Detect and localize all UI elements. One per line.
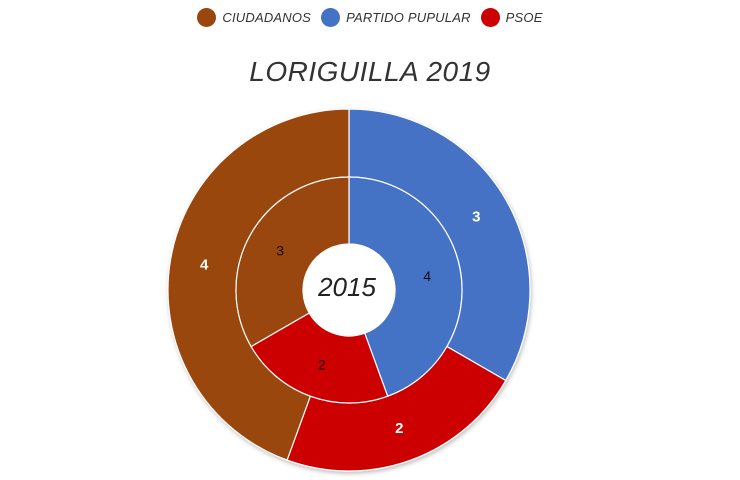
legend-label-ciudadanos: CIUDADANOS bbox=[222, 10, 312, 25]
center-label: 2015 bbox=[317, 272, 376, 302]
legend-item-psoe[interactable]: PSOE bbox=[480, 8, 543, 27]
outer-label-partido-pupular: 3 bbox=[472, 209, 480, 226]
legend-label-psoe: PSOE bbox=[505, 10, 543, 25]
legend-swatch-ciudadanos bbox=[197, 8, 217, 27]
inner-label-ciudadanos: 3 bbox=[276, 242, 284, 258]
chart-title: LORIGUILLA 2019 bbox=[249, 56, 491, 87]
inner-slice-partido-pupular[interactable] bbox=[348, 176, 463, 397]
inner-slice-psoe[interactable] bbox=[250, 312, 389, 404]
outer-ring bbox=[167, 108, 531, 472]
inner-ring bbox=[235, 176, 463, 404]
inner-label-partido-pupular: 4 bbox=[423, 268, 431, 284]
legend-label-partido-popular: PARTIDO PUPULAR bbox=[346, 10, 471, 25]
inner-label-psoe: 2 bbox=[318, 357, 326, 373]
chart-legend: CIUDADANOS PARTIDO PUPULAR PSOE bbox=[0, 8, 740, 27]
inner-slice-ciudadanos[interactable] bbox=[235, 176, 350, 348]
legend-swatch-psoe bbox=[480, 8, 500, 27]
legend-swatch-partido-popular bbox=[321, 8, 341, 27]
outer-label-ciudadanos: 4 bbox=[200, 256, 209, 273]
slice-labels: 3 2 4 4 2 3 bbox=[200, 209, 480, 438]
outer-label-psoe: 2 bbox=[395, 420, 403, 437]
legend-item-ciudadanos[interactable]: CIUDADANOS bbox=[197, 8, 311, 27]
legend-item-partido-popular[interactable]: PARTIDO PUPULAR bbox=[321, 8, 471, 27]
